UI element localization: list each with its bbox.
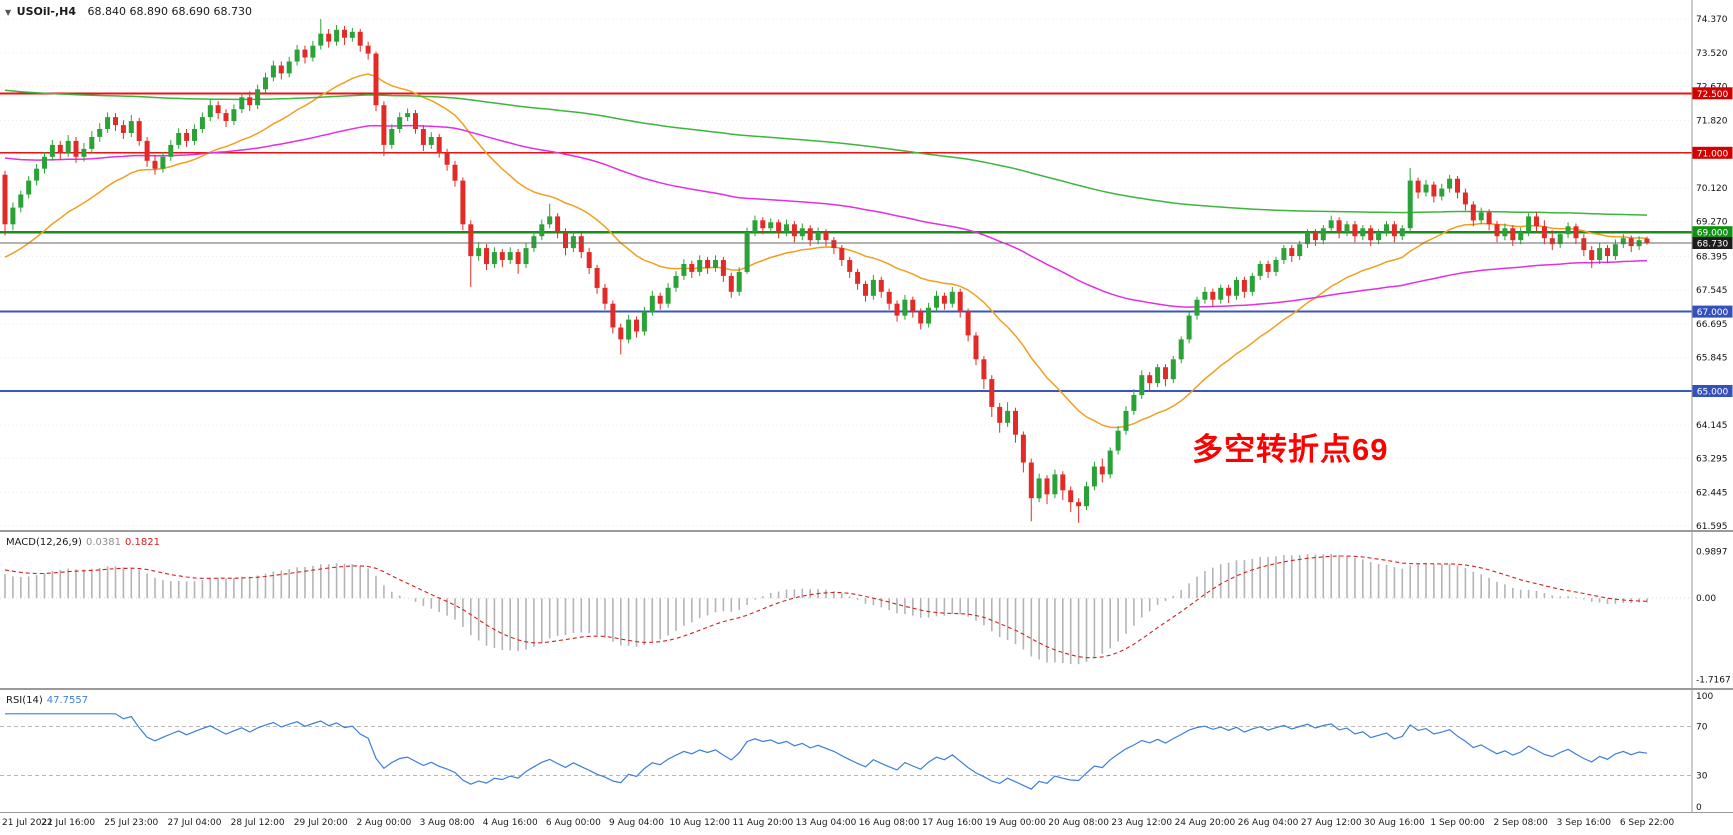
macd-panel[interactable]: 0.9897 0.00 -1.7167 <box>0 532 1733 690</box>
ma-mid-magenta <box>4 124 1648 308</box>
macd-name: MACD(12,26,9) <box>6 537 82 548</box>
svg-text:62.445: 62.445 <box>1696 489 1728 499</box>
svg-text:72.500: 72.500 <box>1697 90 1729 100</box>
time-axis-label: 17 Aug 16:00 <box>921 818 983 828</box>
horizontal-level-lines <box>0 92 1692 392</box>
ma-slow-green <box>4 89 1648 216</box>
macd-signal-value: 0.1821 <box>124 537 160 548</box>
time-axis-label: 3 Aug 08:00 <box>419 818 475 828</box>
price-chart-panel[interactable]: 74.37073.52072.67071.82070.97070.12069.2… <box>0 0 1733 532</box>
macd-main-value: 0.0381 <box>85 537 121 548</box>
svg-text:65.000: 65.000 <box>1697 388 1729 398</box>
rsi-name: RSI(14) <box>6 695 43 706</box>
svg-text:67.000: 67.000 <box>1697 308 1729 318</box>
time-axis-label: 16 Aug 08:00 <box>858 818 920 828</box>
time-axis-label: 2 Sep 08:00 <box>1493 818 1548 828</box>
macd-label: MACD(12,26,9) 0.0381 0.1821 <box>6 537 160 548</box>
svg-text:0.00: 0.00 <box>1696 594 1716 604</box>
macd-histogram <box>4 553 1648 665</box>
time-axis-label: 27 Jul 04:00 <box>167 818 222 828</box>
time-axis-label: 6 Sep 22:00 <box>1619 818 1675 828</box>
svg-text:66.695: 66.695 <box>1696 320 1728 330</box>
time-axis-label: 21 Jul 2021 <box>2 818 53 828</box>
rsi-label: RSI(14) 47.7557 <box>6 695 88 706</box>
candles-layer <box>2 19 1650 523</box>
svg-text:69.000: 69.000 <box>1697 229 1729 239</box>
time-axis-label: 13 Aug 04:00 <box>795 818 857 828</box>
svg-text:71.820: 71.820 <box>1696 116 1728 126</box>
price-axis-badges: 72.500 71.000 69.000 67.000 65.000 68.730 <box>1692 87 1733 398</box>
macd-signal-line <box>4 555 1648 659</box>
time-axis[interactable]: 21 Jul 2021 22 Jul 16:00 25 Jul 23:00 27 Ju… <box>0 812 1733 835</box>
time-axis-label: 20 Aug 08:00 <box>1048 818 1109 828</box>
svg-text:67.545: 67.545 <box>1696 286 1728 296</box>
svg-text:70: 70 <box>1696 723 1708 733</box>
time-axis-label: 3 Sep 16:00 <box>1556 818 1612 828</box>
svg-text:100: 100 <box>1696 692 1713 702</box>
rsi-level-lines <box>0 726 1692 776</box>
symbol-marker-icon: ▼ <box>5 8 12 17</box>
chart-header: ▼ USOil-,H4 68.840 68.890 68.690 68.730 <box>5 5 252 18</box>
time-axis-label: 4 Aug 16:00 <box>482 818 538 828</box>
svg-text:61.595: 61.595 <box>1696 522 1728 532</box>
rsi-line <box>5 713 1648 790</box>
svg-text:0: 0 <box>1696 803 1702 812</box>
time-axis-label: 19 Aug 00:00 <box>985 818 1046 828</box>
macd-axis-labels: 0.9897 0.00 -1.7167 <box>1696 547 1731 685</box>
time-axis-label: 6 Aug 00:00 <box>545 818 601 828</box>
ma-fast-orange <box>4 73 1648 429</box>
price-gridlines <box>0 18 1692 527</box>
svg-text:64.145: 64.145 <box>1696 421 1728 431</box>
svg-text:-1.7167: -1.7167 <box>1696 675 1731 685</box>
svg-text:70.120: 70.120 <box>1696 184 1728 194</box>
time-axis-label: 29 Jul 20:00 <box>293 818 348 828</box>
svg-text:63.295: 63.295 <box>1696 455 1728 465</box>
time-axis-label: 1 Sep 00:00 <box>1430 818 1485 828</box>
ohlc-values: 68.840 68.890 68.690 68.730 <box>87 5 252 18</box>
annotation-text: 多空转折点69 <box>1192 432 1389 467</box>
time-axis-label: 2 Aug 00:00 <box>356 818 412 828</box>
time-axis-label: 9 Aug 04:00 <box>609 818 665 828</box>
svg-text:30: 30 <box>1696 771 1708 781</box>
time-axis-label: 22 Jul 16:00 <box>41 818 96 828</box>
rsi-axis-labels: 100 70 30 0 <box>1696 692 1713 812</box>
svg-text:65.845: 65.845 <box>1696 354 1728 364</box>
svg-text:73.520: 73.520 <box>1696 49 1728 59</box>
time-axis-label: 23 Aug 12:00 <box>1111 818 1173 828</box>
rsi-value: 47.7557 <box>46 695 89 706</box>
svg-text:68.730: 68.730 <box>1697 240 1729 250</box>
time-axis-label: 25 Jul 23:00 <box>104 818 159 828</box>
time-axis-label: 30 Aug 16:00 <box>1364 818 1425 828</box>
time-axis-label: 11 Aug 20:00 <box>732 818 794 828</box>
time-axis-label: 26 Aug 04:00 <box>1237 818 1299 828</box>
svg-text:69.270: 69.270 <box>1696 218 1728 228</box>
time-axis-label: 10 Aug 12:00 <box>669 818 731 828</box>
svg-text:68.395: 68.395 <box>1696 252 1728 262</box>
time-axis-label: 28 Jul 12:00 <box>230 818 285 828</box>
svg-text:0.9897: 0.9897 <box>1696 547 1728 557</box>
rsi-panel[interactable]: 100 70 30 0 <box>0 690 1733 812</box>
time-axis-label: 27 Aug 12:00 <box>1300 818 1362 828</box>
svg-text:74.370: 74.370 <box>1696 15 1728 25</box>
svg-text:71.000: 71.000 <box>1697 149 1729 159</box>
symbol-title: USOil-,H4 <box>16 5 77 18</box>
time-axis-label: 24 Aug 20:00 <box>1174 818 1236 828</box>
